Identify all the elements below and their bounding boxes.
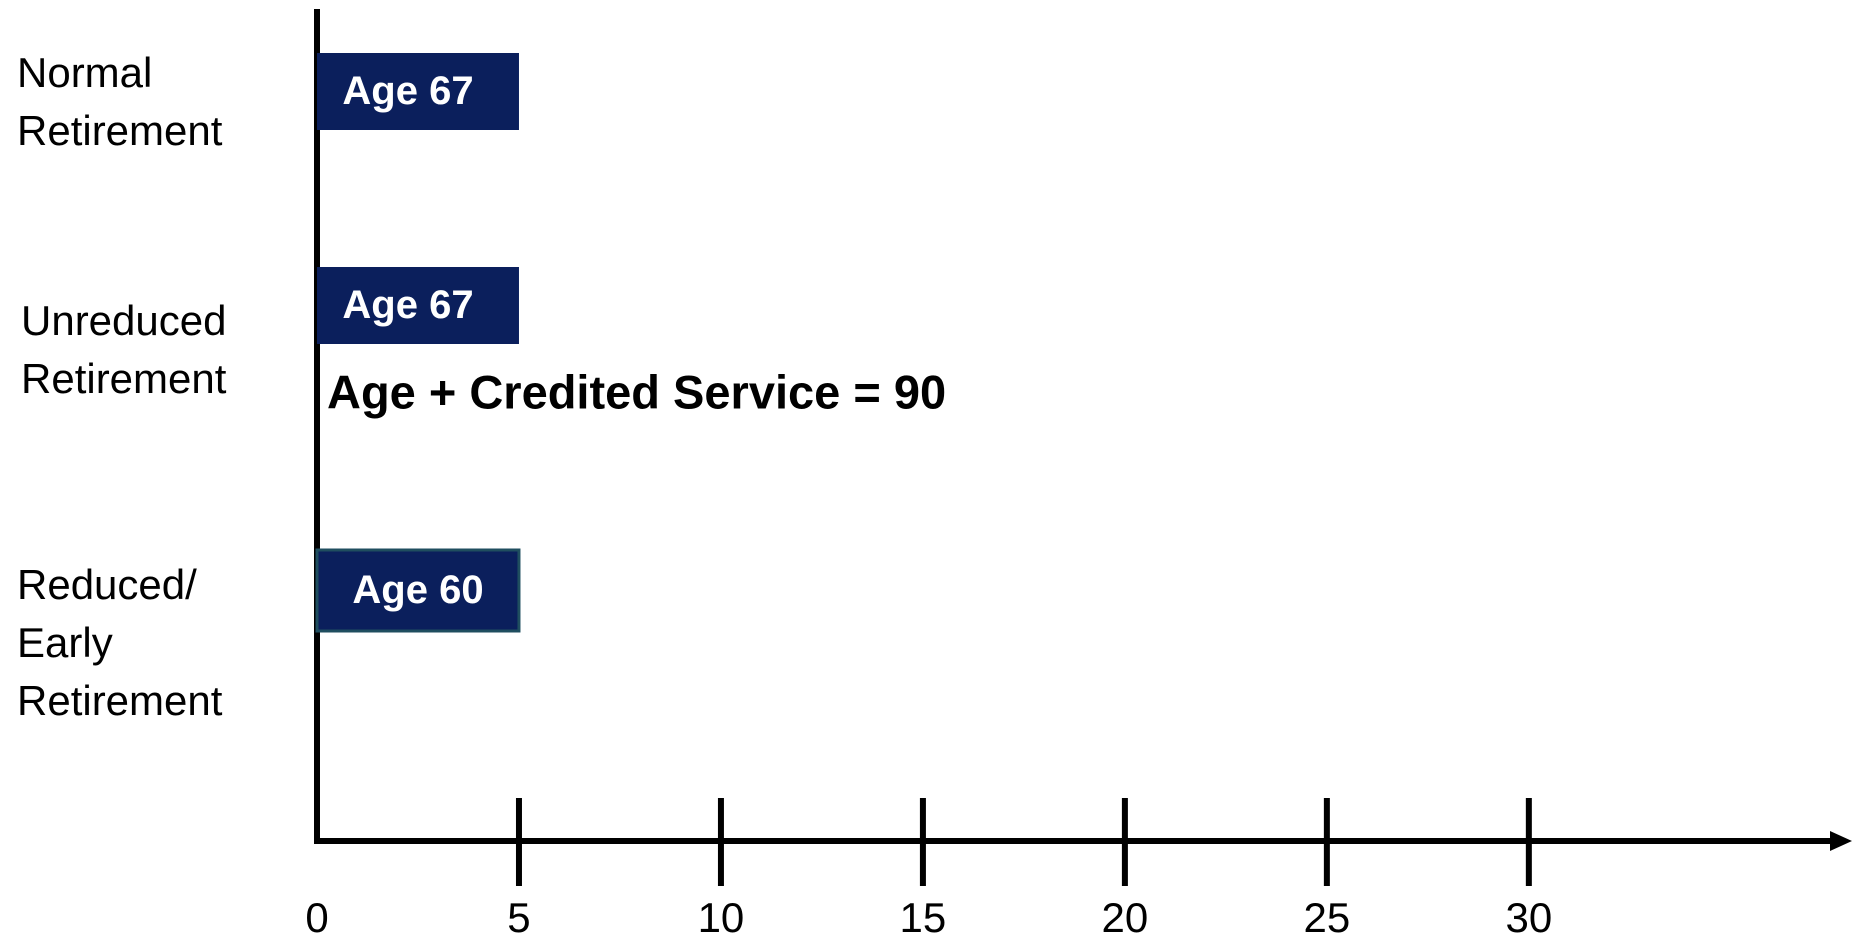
x-tick-label: 5 [507,894,530,939]
category-label: Reduced/ Early Retirement [17,561,223,724]
annotation: Age + Credited Service = 90 [327,365,946,418]
bar [317,267,519,344]
x-tick-label: 15 [900,894,947,939]
x-tick-label: 30 [1505,894,1552,939]
bar-label: Age 67 [342,283,473,327]
x-tick-label: 10 [698,894,745,939]
x-tick-label: 20 [1102,894,1149,939]
axis-arrow [1830,831,1852,851]
bar-label: Age 67 [342,69,473,113]
category-label: Normal Retirement [17,49,223,154]
bar [317,53,519,130]
x-tick-label: 0 [305,894,328,939]
x-tick-label: 25 [1304,894,1351,939]
bar [315,548,521,633]
bar-label: Age 60 [352,568,483,612]
category-label: Unreduced Retirement [21,297,227,402]
